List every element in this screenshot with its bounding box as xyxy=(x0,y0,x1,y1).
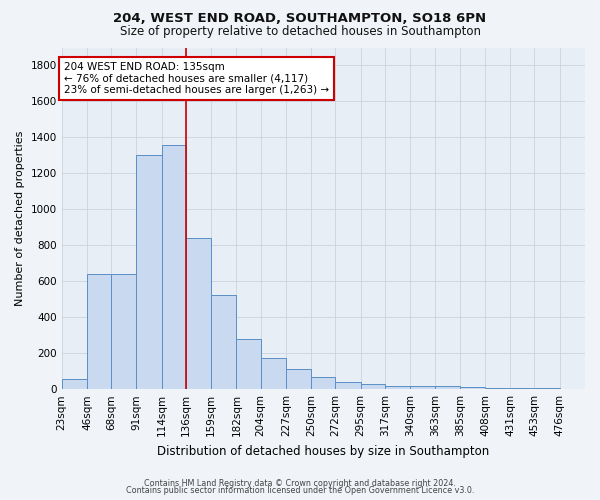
Bar xyxy=(211,295,236,389)
Bar xyxy=(286,370,311,389)
Bar xyxy=(311,378,335,389)
Bar xyxy=(410,386,436,389)
Text: Size of property relative to detached houses in Southampton: Size of property relative to detached ho… xyxy=(119,25,481,38)
Bar xyxy=(361,384,385,389)
Bar xyxy=(62,380,87,389)
Bar xyxy=(162,144,186,389)
Bar xyxy=(186,238,211,389)
Bar xyxy=(236,339,260,389)
Bar xyxy=(436,386,460,389)
Bar xyxy=(111,274,136,389)
Bar xyxy=(460,388,485,389)
Text: Contains HM Land Registry data © Crown copyright and database right 2024.: Contains HM Land Registry data © Crown c… xyxy=(144,478,456,488)
Bar xyxy=(136,156,162,389)
Bar xyxy=(385,386,410,389)
Text: Contains public sector information licensed under the Open Government Licence v3: Contains public sector information licen… xyxy=(126,486,474,495)
Bar xyxy=(87,274,111,389)
Y-axis label: Number of detached properties: Number of detached properties xyxy=(15,130,25,306)
Bar xyxy=(485,388,510,389)
Bar xyxy=(535,388,560,389)
Text: 204 WEST END ROAD: 135sqm
← 76% of detached houses are smaller (4,117)
23% of se: 204 WEST END ROAD: 135sqm ← 76% of detac… xyxy=(64,62,329,95)
Bar xyxy=(260,358,286,389)
X-axis label: Distribution of detached houses by size in Southampton: Distribution of detached houses by size … xyxy=(157,444,490,458)
Text: 204, WEST END ROAD, SOUTHAMPTON, SO18 6PN: 204, WEST END ROAD, SOUTHAMPTON, SO18 6P… xyxy=(113,12,487,26)
Bar xyxy=(510,388,535,389)
Bar xyxy=(335,382,361,389)
